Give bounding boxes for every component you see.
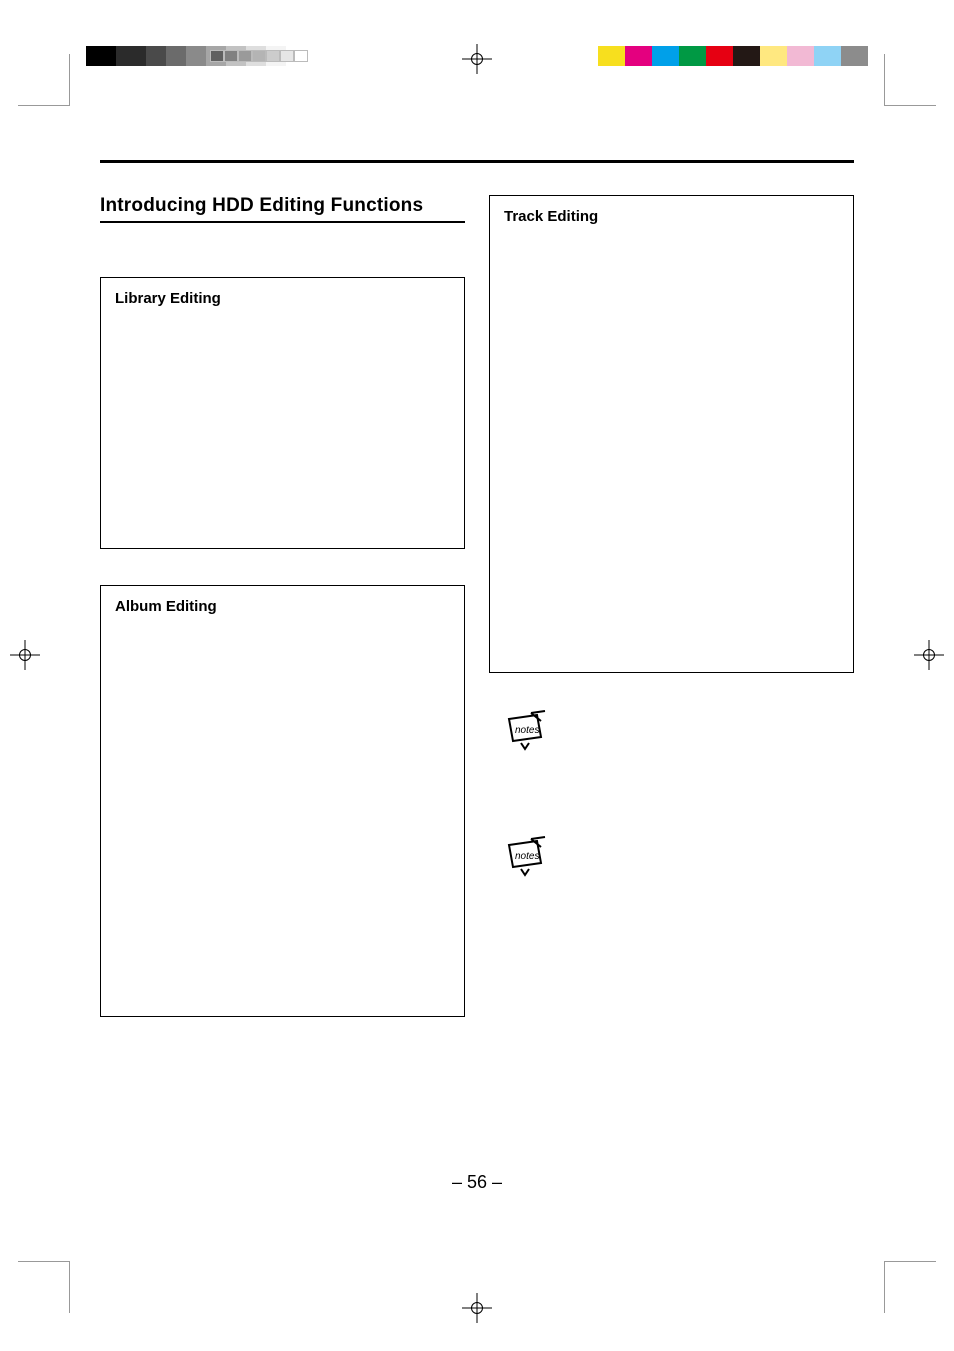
notes-icon: notes: [501, 835, 549, 877]
svg-text:notes: notes: [515, 851, 539, 862]
svg-text:notes: notes: [515, 725, 539, 736]
color-swatch: [760, 46, 787, 66]
library-editing-title: Library Editing: [115, 290, 450, 307]
grayscale-swatch: [210, 50, 224, 62]
album-editing-title: Album Editing: [115, 598, 450, 615]
section-title: Introducing HDD Editing Functions: [100, 195, 465, 223]
registration-mark-bottom: [462, 1293, 492, 1323]
grayscale-swatch: [238, 50, 252, 62]
registration-mark-right: [914, 640, 944, 670]
grayscale-swatch: [166, 46, 186, 66]
track-editing-title: Track Editing: [504, 208, 839, 225]
color-swatch-bar: [598, 46, 868, 66]
color-swatch: [625, 46, 652, 66]
album-editing-box: Album Editing: [100, 585, 465, 1017]
color-swatch: [814, 46, 841, 66]
color-swatch: [679, 46, 706, 66]
note-block-1: notes: [501, 709, 854, 751]
track-editing-box: Track Editing: [489, 195, 854, 673]
grayscale-swatch: [116, 46, 146, 66]
right-column: Track Editing notes notes: [489, 195, 854, 1053]
grayscale-swatch: [252, 50, 266, 62]
grayscale-thin-bar: [210, 50, 308, 62]
grayscale-swatch: [186, 46, 206, 66]
library-editing-box: Library Editing: [100, 277, 465, 549]
grayscale-swatch: [224, 50, 238, 62]
color-swatch: [841, 46, 868, 66]
notes-icon: notes: [501, 709, 549, 751]
crop-mark-top-right: [884, 54, 936, 106]
grayscale-swatch: [266, 50, 280, 62]
color-swatch: [706, 46, 733, 66]
note-block-2: notes: [501, 835, 854, 877]
grayscale-swatch: [280, 50, 294, 62]
registration-mark-top: [462, 44, 492, 74]
left-column: Introducing HDD Editing Functions Librar…: [100, 195, 465, 1053]
crop-mark-bottom-right: [884, 1261, 936, 1313]
color-swatch: [787, 46, 814, 66]
crop-mark-top-left: [18, 54, 70, 106]
grayscale-swatch: [86, 46, 116, 66]
registration-mark-left: [10, 640, 40, 670]
color-swatch: [598, 46, 625, 66]
crop-mark-bottom-left: [18, 1261, 70, 1313]
page-top-rule: [100, 160, 854, 163]
color-swatch: [652, 46, 679, 66]
page-content: Introducing HDD Editing Functions Librar…: [100, 160, 854, 1053]
color-swatch: [733, 46, 760, 66]
page-number: – 56 –: [0, 1172, 954, 1193]
grayscale-swatch: [146, 46, 166, 66]
grayscale-swatch: [294, 50, 308, 62]
